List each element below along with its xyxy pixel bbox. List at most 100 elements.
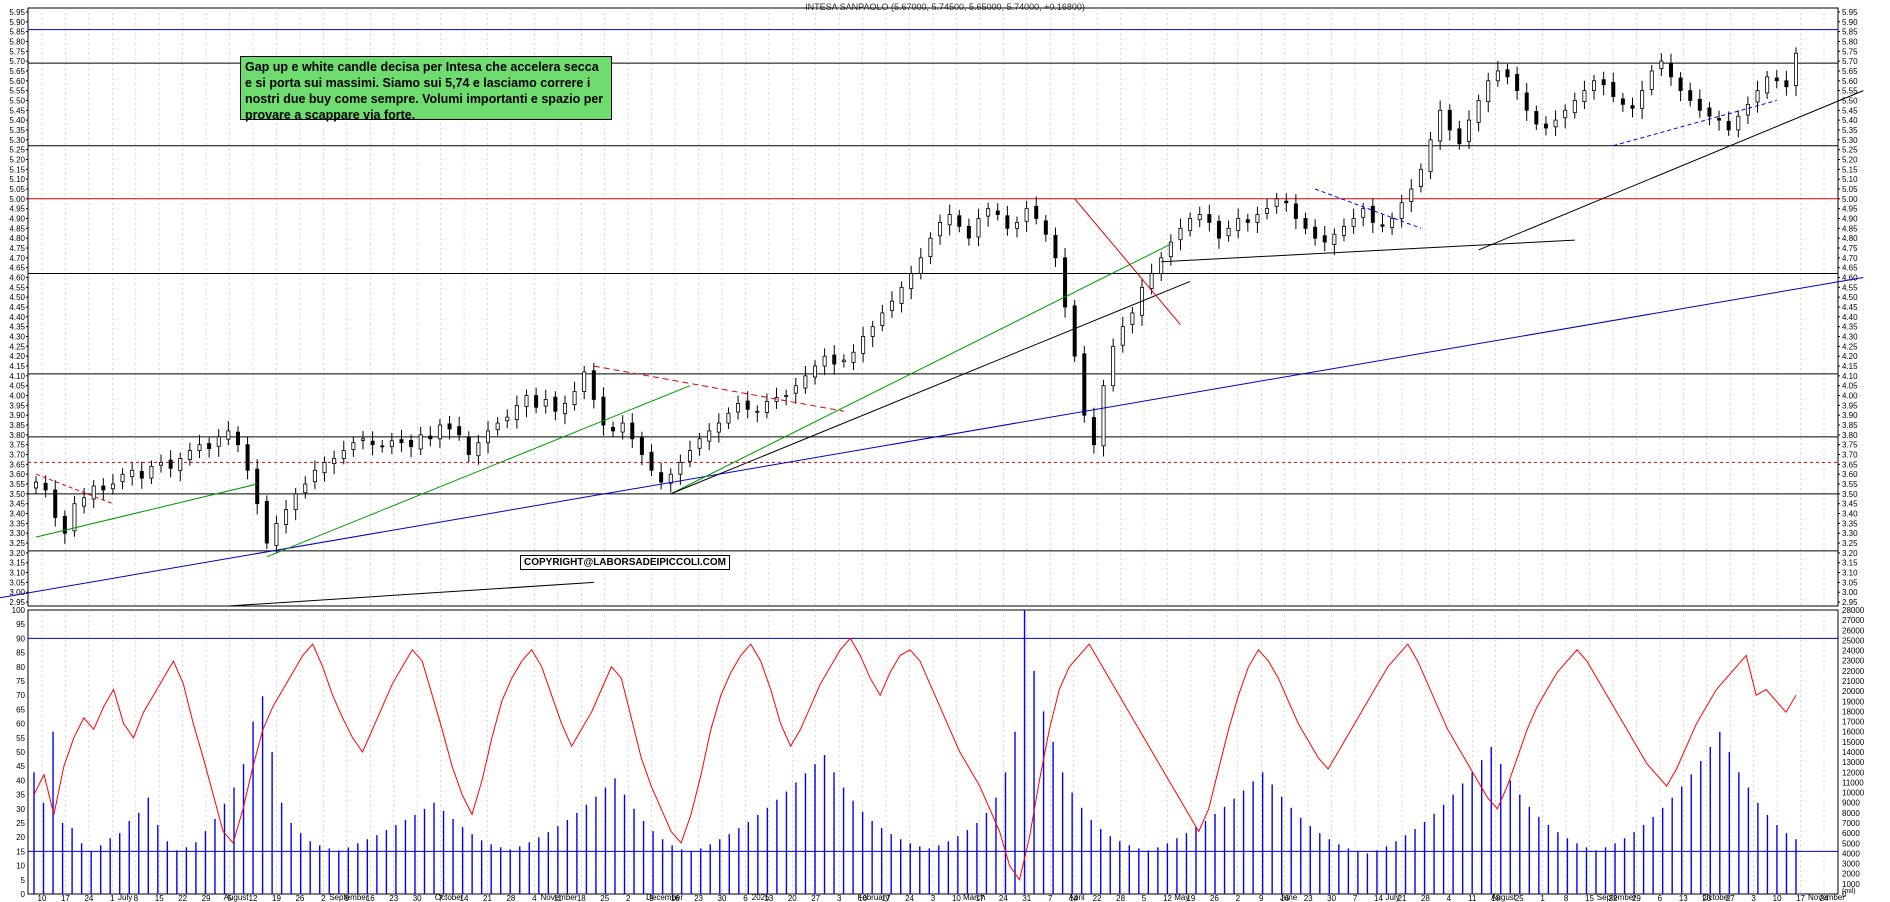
price-candle [1707, 102, 1712, 126]
candle-body [437, 424, 442, 440]
candle-body [543, 399, 548, 407]
price-candle [1784, 70, 1789, 96]
volume-tick-label: 2000 [1842, 870, 1860, 879]
blue-dashed-trendline [1314, 188, 1422, 229]
y-tick-label-right: 3.40 [1842, 510, 1858, 519]
price-candle [1697, 89, 1702, 118]
price-candle [1659, 53, 1664, 77]
candle-body [1649, 70, 1654, 90]
y-tick-label-right: 3.55 [1842, 480, 1858, 489]
candle-body [562, 402, 567, 415]
oscillator-tick-label: 25 [16, 819, 25, 828]
price-candle [687, 440, 692, 468]
candle-body [1197, 214, 1202, 221]
x-day-label: 14 [1374, 894, 1383, 902]
candle-body [793, 385, 798, 394]
volume-tick-label: 25000 [1842, 636, 1865, 645]
black-trendline-low [228, 581, 594, 607]
y-tick-label-left: 5.45 [9, 106, 25, 115]
price-candle [1293, 194, 1298, 230]
price-candle [1284, 193, 1289, 212]
black-trendline-2 [1161, 239, 1575, 263]
candle-body [1390, 218, 1395, 228]
y-tick-label-right: 3.35 [1842, 519, 1858, 528]
candle-body [1428, 139, 1433, 173]
candle-body [351, 442, 356, 450]
price-candle [207, 437, 212, 458]
price-candle [159, 454, 164, 473]
candle-body [1630, 105, 1635, 109]
y-tick-label-right: 4.85 [1842, 224, 1858, 233]
x-day-label: 29 [1632, 894, 1641, 902]
price-candle [418, 426, 423, 455]
candle-body [130, 469, 135, 477]
price-candle [620, 415, 625, 440]
price-candle [726, 407, 731, 429]
candle-body [1111, 345, 1116, 387]
price-candle [1630, 97, 1635, 118]
candle-body [514, 404, 519, 420]
y-tick-label-left: 5.25 [9, 146, 25, 155]
y-tick-label-left: 2.95 [9, 598, 25, 607]
price-candle [457, 416, 462, 441]
candle-body [53, 489, 58, 518]
y-tick-label-left: 4.95 [9, 205, 25, 214]
candle-body [62, 515, 67, 534]
price-candle [322, 456, 327, 482]
x-day-label: 21 [1397, 894, 1406, 902]
x-month-label: November [1808, 893, 1845, 902]
price-candle [1620, 92, 1625, 112]
x-day-label: 1 [1540, 894, 1545, 902]
x-day-label: 13 [764, 894, 773, 902]
candle-body [1274, 198, 1279, 207]
x-day-label: 12 [1163, 894, 1172, 902]
x-day-label: 16 [366, 894, 375, 902]
volume-tick-label: 20000 [1842, 687, 1865, 696]
price-candle [466, 431, 471, 463]
price-candle [755, 405, 760, 423]
candle-body [1476, 100, 1481, 123]
price-candle [1159, 251, 1164, 282]
candle-body [630, 422, 635, 440]
price-candle [1380, 214, 1385, 233]
candle-body [322, 462, 327, 474]
y-tick-label-right: 4.00 [1842, 392, 1858, 401]
price-candle [1457, 120, 1462, 150]
x-month-label: October [1702, 893, 1731, 902]
candle-body [197, 444, 202, 451]
x-day-label: 7 [1048, 894, 1053, 902]
price-candle [486, 421, 491, 454]
candle-body [591, 370, 596, 400]
candle-body [1322, 235, 1327, 243]
candle-body [534, 395, 539, 408]
candle-body [457, 426, 462, 436]
oscillator-tick-label: 55 [16, 734, 25, 743]
candle-body [582, 371, 587, 392]
price-candle [543, 389, 548, 414]
candle-body [918, 257, 923, 274]
y-tick-label-right: 5.15 [1842, 165, 1858, 174]
price-candle [1111, 338, 1116, 392]
price-candle [1226, 220, 1231, 242]
y-tick-label-left: 3.45 [9, 500, 25, 509]
y-tick-label-left: 4.30 [9, 333, 25, 342]
candle-body [476, 442, 481, 457]
volume-tick-label: 26000 [1842, 626, 1865, 635]
price-candle [110, 474, 115, 495]
y-tick-label-left: 4.60 [9, 273, 25, 282]
volume-tick-label: 9000 [1842, 799, 1860, 808]
y-tick-label-right: 4.15 [1842, 362, 1858, 371]
candle-body [986, 208, 991, 217]
candle-body [755, 410, 760, 413]
price-candle [986, 202, 991, 227]
x-day-label: 22 [1093, 894, 1102, 902]
volume-tick-label: 14000 [1842, 748, 1865, 757]
y-tick-label-right: 4.50 [1842, 293, 1858, 302]
volume-tick-label: 23000 [1842, 657, 1865, 666]
volume-tick-label: 15000 [1842, 738, 1865, 747]
volume-tick-label: 19000 [1842, 697, 1865, 706]
candle-body [1399, 202, 1404, 219]
y-tick-label-left: 5.75 [9, 47, 25, 56]
price-candle [72, 495, 77, 537]
